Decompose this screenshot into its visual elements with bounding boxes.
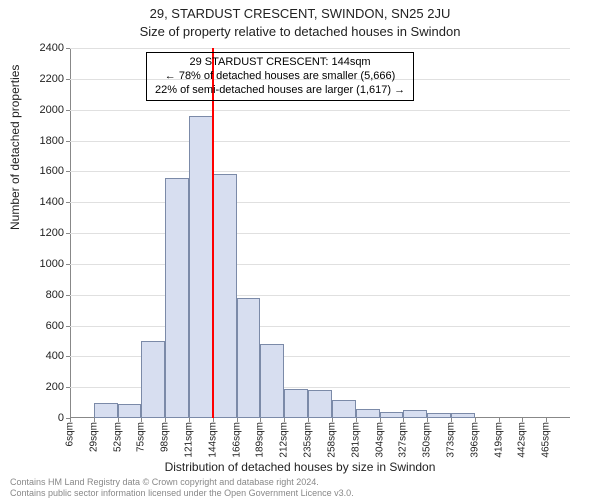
grid-line (70, 264, 570, 265)
y-tick (66, 110, 70, 111)
x-tick-label: 258sqm (326, 422, 337, 458)
histogram-bar (427, 413, 451, 418)
histogram-bar (332, 400, 356, 419)
footer-line-2: Contains public sector information licen… (10, 488, 354, 498)
y-tick (66, 141, 70, 142)
histogram-bar (284, 389, 308, 418)
y-tick-label: 2200 (24, 73, 64, 85)
histogram-bar (356, 409, 380, 418)
histogram-bar (94, 403, 118, 418)
grid-line (70, 202, 570, 203)
y-tick-label: 0 (24, 412, 64, 424)
annotation-box: 29 STARDUST CRESCENT: 144sqm← 78% of det… (146, 52, 414, 101)
grid-line (70, 171, 570, 172)
histogram-bar (189, 116, 213, 418)
y-tick (66, 295, 70, 296)
x-tick-label: 212sqm (279, 422, 290, 458)
y-tick-label: 1400 (24, 196, 64, 208)
x-tick-label: 465sqm (541, 422, 552, 458)
x-tick-label: 121sqm (184, 422, 195, 458)
y-axis-label: Number of detached properties (8, 65, 22, 230)
x-tick-label: 29sqm (88, 422, 99, 452)
y-tick (66, 233, 70, 234)
histogram-bar (260, 344, 284, 418)
grid-line (70, 233, 570, 234)
x-tick-label: 373sqm (445, 422, 456, 458)
annotation-line: 29 STARDUST CRESCENT: 144sqm (155, 56, 405, 70)
property-marker-line (212, 48, 214, 418)
grid-line (70, 141, 570, 142)
page-subtitle: Size of property relative to detached ho… (0, 24, 600, 39)
page-title: 29, STARDUST CRESCENT, SWINDON, SN25 2JU (0, 6, 600, 21)
histogram-bar (451, 413, 475, 418)
x-tick-label: 98sqm (160, 422, 171, 452)
grid-line (70, 295, 570, 296)
x-tick-label: 52sqm (112, 422, 123, 452)
histogram-bar (213, 174, 237, 418)
histogram-bar (118, 404, 142, 418)
x-tick-label: 235sqm (303, 422, 314, 458)
y-tick (66, 202, 70, 203)
histogram-bar (141, 341, 165, 418)
annotation-line: ← 78% of detached houses are smaller (5,… (155, 70, 405, 84)
x-tick-label: 144sqm (207, 422, 218, 458)
x-axis-label: Distribution of detached houses by size … (0, 460, 600, 474)
x-tick-label: 442sqm (517, 422, 528, 458)
y-tick-label: 200 (24, 381, 64, 393)
histogram-bar (237, 298, 261, 418)
footer-line-1: Contains HM Land Registry data © Crown c… (10, 477, 354, 487)
x-tick-label: 396sqm (469, 422, 480, 458)
grid-line (70, 48, 570, 49)
y-tick (66, 264, 70, 265)
y-tick-label: 1000 (24, 258, 64, 270)
x-tick-label: 75sqm (136, 422, 147, 452)
plot-area: 0200400600800100012001400160018002000220… (70, 48, 570, 418)
y-tick (66, 356, 70, 357)
histogram-bar (308, 390, 332, 418)
x-tick-label: 6sqm (65, 422, 76, 446)
y-tick-label: 1200 (24, 227, 64, 239)
x-tick-label: 327sqm (398, 422, 409, 458)
y-tick-label: 1800 (24, 135, 64, 147)
histogram-bar (380, 412, 404, 418)
histogram-chart: 0200400600800100012001400160018002000220… (70, 48, 570, 418)
y-tick-label: 2000 (24, 104, 64, 116)
y-tick (66, 387, 70, 388)
y-tick (66, 326, 70, 327)
y-tick (66, 48, 70, 49)
y-tick (66, 171, 70, 172)
grid-line (70, 326, 570, 327)
x-tick-label: 189sqm (255, 422, 266, 458)
y-tick (66, 79, 70, 80)
y-tick-label: 2400 (24, 42, 64, 54)
x-tick-label: 304sqm (374, 422, 385, 458)
x-tick-label: 166sqm (231, 422, 242, 458)
y-tick-label: 400 (24, 350, 64, 362)
grid-line (70, 110, 570, 111)
annotation-line: 22% of semi-detached houses are larger (… (155, 84, 405, 98)
histogram-bar (403, 410, 427, 418)
x-tick-label: 281sqm (350, 422, 361, 458)
histogram-bar (165, 178, 189, 419)
y-tick-label: 800 (24, 289, 64, 301)
x-tick-label: 350sqm (422, 422, 433, 458)
x-tick-label: 419sqm (493, 422, 504, 458)
y-tick-label: 1600 (24, 165, 64, 177)
footer-attribution: Contains HM Land Registry data © Crown c… (10, 477, 354, 498)
y-tick-label: 600 (24, 320, 64, 332)
